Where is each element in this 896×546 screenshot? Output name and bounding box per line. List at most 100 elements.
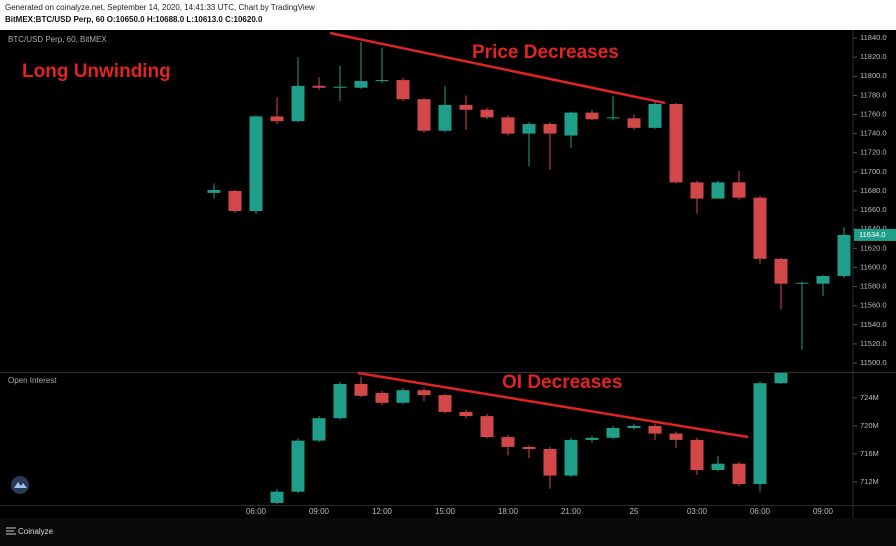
- pane-title: BTC/USD Perp, 60, BitMEX: [8, 35, 107, 44]
- pane-title: Open Interest: [8, 376, 57, 385]
- candle-body: [585, 112, 599, 120]
- candle-body: [438, 104, 452, 131]
- candle-body: [732, 463, 746, 484]
- candle-body: [375, 80, 389, 82]
- candle-body: [459, 411, 473, 417]
- y-tick-label: 11820.0: [860, 52, 887, 61]
- candle-body: [522, 446, 536, 449]
- header-symbol: BitMEX:BTC/USD Perp, 60 O:10650.0 H:1068…: [5, 15, 263, 24]
- y-tick-label: 11720.0: [860, 148, 887, 157]
- candle-body: [480, 109, 494, 118]
- annotation: OI Decreases: [502, 372, 622, 393]
- candle-body: [690, 182, 704, 199]
- candle-body: [648, 103, 662, 128]
- candle-body: [354, 81, 368, 88]
- x-tick-label: 18:00: [498, 507, 519, 516]
- candle-body: [396, 390, 410, 403]
- candle-body: [459, 104, 473, 110]
- x-tick-label: 03:00: [687, 507, 708, 516]
- candle-body: [669, 433, 683, 440]
- annotation: Long Unwinding: [22, 61, 171, 82]
- y-tick-label: 720M: [860, 421, 879, 430]
- trend-line: [357, 371, 749, 439]
- candle-body: [690, 439, 704, 470]
- candle-body: [333, 86, 347, 88]
- x-tick-label: 25: [630, 507, 639, 516]
- trend-line: [329, 31, 666, 105]
- y-tick-label: 11780.0: [860, 90, 887, 99]
- candle-body: [816, 276, 830, 284]
- candle-body: [438, 395, 452, 412]
- y-tick-label: 11660.0: [860, 205, 887, 214]
- candle-body: [333, 383, 347, 419]
- candle-body: [606, 117, 620, 119]
- y-tick-label: 11580.0: [860, 282, 887, 291]
- header-generated: Generated on coinalyze.net, September 14…: [5, 3, 315, 12]
- last-price-label: 11634.0: [859, 230, 886, 239]
- y-tick-label: 11700.0: [860, 167, 887, 176]
- footer-icon: [6, 527, 16, 535]
- y-tick-label: 11680.0: [860, 186, 887, 195]
- y-tick-label: 11600.0: [860, 262, 887, 271]
- y-tick-label: 724M: [860, 393, 879, 402]
- candle-body: [291, 440, 305, 492]
- candle-body: [774, 258, 788, 284]
- footer-bar: [0, 518, 896, 546]
- x-tick-label: 09:00: [813, 507, 834, 516]
- candle-body: [564, 112, 578, 136]
- candle-body: [312, 418, 326, 441]
- candle-body: [291, 85, 305, 122]
- y-tick-label: 11740.0: [860, 129, 887, 138]
- y-tick-label: 11840.0: [860, 33, 887, 42]
- candle-body: [543, 449, 557, 476]
- header-bar: [0, 0, 896, 30]
- candle-body: [501, 437, 515, 447]
- y-tick-label: 712M: [860, 477, 879, 486]
- price-pane: [207, 41, 851, 350]
- y-tick-label: 11640.0: [860, 224, 887, 233]
- candle-body: [249, 116, 263, 212]
- candle-body: [543, 124, 557, 134]
- x-tick-label: 06:00: [246, 507, 267, 516]
- candle-body: [648, 425, 662, 434]
- candle-body: [564, 439, 578, 476]
- candle-body: [711, 463, 725, 470]
- candle-body: [585, 437, 599, 440]
- x-tick-label: 21:00: [561, 507, 582, 516]
- candle-body: [753, 197, 767, 259]
- last-price-box: [854, 228, 896, 241]
- candle-body: [270, 491, 284, 503]
- watermark-logo: [11, 476, 29, 494]
- candle-body: [417, 390, 431, 396]
- candle-body: [774, 373, 788, 384]
- x-tick-label: 09:00: [309, 507, 330, 516]
- y-tick-label: 716M: [860, 449, 879, 458]
- y-tick-label: 11560.0: [860, 301, 887, 310]
- x-tick-label: 15:00: [435, 507, 456, 516]
- candle-body: [501, 117, 515, 134]
- y-tick-label: 11520.0: [860, 339, 887, 348]
- candle-body: [480, 416, 494, 438]
- y-tick-label: 11540.0: [860, 320, 887, 329]
- candle-body: [795, 282, 809, 284]
- oi-pane: [270, 373, 788, 505]
- candle-body: [753, 383, 767, 484]
- candle-body: [312, 85, 326, 88]
- candle-body: [375, 393, 389, 403]
- y-tick-label: 11620.0: [860, 243, 887, 252]
- annotation: Price Decreases: [472, 42, 619, 63]
- candle-body: [669, 103, 683, 183]
- y-tick-label: 11760.0: [860, 109, 887, 118]
- candle-body: [606, 428, 620, 438]
- y-tick-label: 11500.0: [860, 358, 887, 367]
- footer-brand: Coinalyze: [18, 527, 54, 536]
- candle-body: [732, 182, 746, 198]
- candle-body: [207, 190, 221, 193]
- candle-body: [228, 190, 242, 212]
- candle-body: [354, 383, 368, 396]
- candle-body: [417, 99, 431, 131]
- candle-body: [627, 425, 641, 428]
- candle-body: [627, 118, 641, 128]
